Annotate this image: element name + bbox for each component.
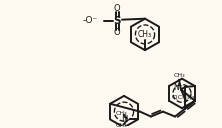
Text: CH₃: CH₃ (116, 123, 128, 128)
Text: CH₃: CH₃ (138, 30, 152, 39)
Text: -O⁻: -O⁻ (83, 16, 98, 25)
Text: C(CH₃)₂: C(CH₃)₂ (171, 95, 195, 100)
Text: O: O (114, 28, 120, 37)
Text: CH₃: CH₃ (116, 111, 128, 116)
Text: S: S (113, 16, 121, 26)
Text: N: N (121, 115, 128, 124)
Text: O: O (114, 4, 120, 13)
Text: N⁺: N⁺ (173, 83, 183, 92)
Text: CH₃: CH₃ (173, 73, 185, 78)
